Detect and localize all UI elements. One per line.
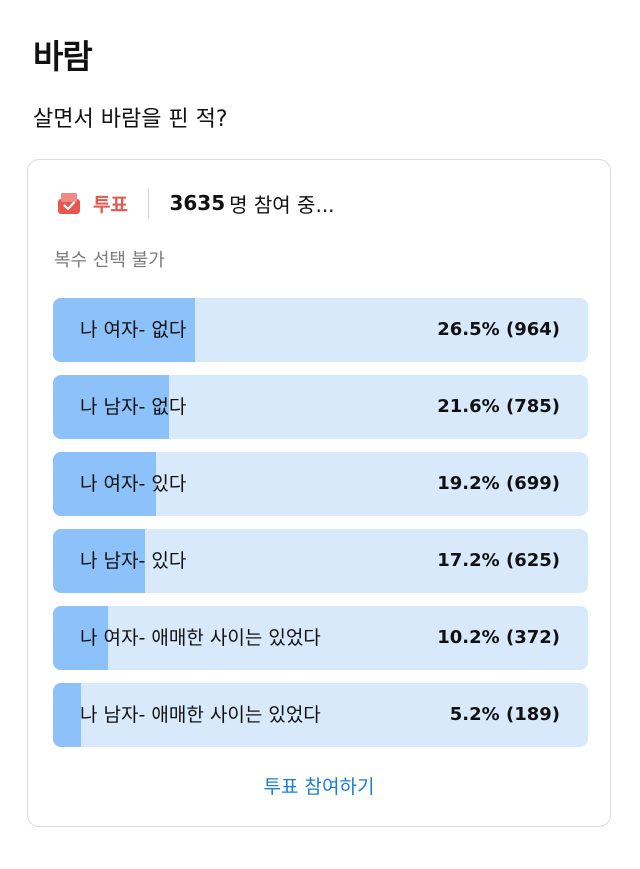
poll-option-fill — [53, 375, 169, 439]
header-divider — [147, 188, 150, 218]
poll-option-label: 나 남자- 있다 — [80, 550, 187, 572]
poll-option-fill — [53, 529, 146, 593]
post-body: 살면서 바람을 핀 적? — [33, 107, 228, 132]
poll-option[interactable]: 나 남자- 애매한 사이는 있었다 5.2% (189) — [53, 683, 588, 747]
poll-option-fill — [53, 452, 156, 516]
poll-option-label: 나 남자- 없다 — [80, 396, 187, 418]
poll-option[interactable]: 나 여자- 없다 26.5% (964) — [53, 298, 588, 362]
poll-option-label: 나 여자- 있다 — [80, 473, 187, 495]
poll-option-label: 나 여자- 애매한 사이는 있었다 — [80, 627, 321, 649]
poll-option-fill — [53, 298, 195, 362]
join-poll-button[interactable]: 투표 참여하기 — [263, 776, 375, 798]
poll-header: 투표 3635 명 참여 중... — [56, 186, 335, 220]
poll-option-result: 17.2% (625) — [437, 550, 560, 571]
poll-option-result: 10.2% (372) — [437, 627, 560, 648]
poll-option-result: 21.6% (785) — [437, 396, 560, 417]
poll-option[interactable]: 나 여자- 애매한 사이는 있었다 10.2% (372) — [53, 606, 588, 670]
poll-option[interactable]: 나 여자- 있다 19.2% (699) — [53, 452, 588, 516]
participant-count: 3635 — [169, 191, 226, 215]
poll-option-label: 나 남자- 애매한 사이는 있었다 — [80, 704, 321, 726]
poll-options: 나 여자- 없다 26.5% (964) 나 남자- 없다 21.6% (785… — [53, 298, 588, 760]
poll-option-fill — [53, 683, 81, 747]
participant-suffix: 명 참여 중... — [229, 192, 335, 217]
poll-option-fill — [53, 606, 108, 670]
ballot-box-icon — [58, 193, 80, 214]
poll-option-label: 나 여자- 없다 — [80, 319, 187, 341]
poll-option-result: 26.5% (964) — [437, 319, 560, 340]
poll-tag: 투표 — [93, 193, 128, 216]
post-title: 바람 — [33, 37, 93, 76]
poll-hint: 복수 선택 불가 — [54, 250, 165, 271]
poll-card: 투표 3635 명 참여 중... 복수 선택 불가 나 여자- 없다 26.5… — [27, 159, 611, 827]
poll-option[interactable]: 나 남자- 없다 21.6% (785) — [53, 375, 588, 439]
poll-option-result: 5.2% (189) — [449, 704, 560, 725]
poll-option-result: 19.2% (699) — [437, 473, 560, 494]
poll-option[interactable]: 나 남자- 있다 17.2% (625) — [53, 529, 588, 593]
